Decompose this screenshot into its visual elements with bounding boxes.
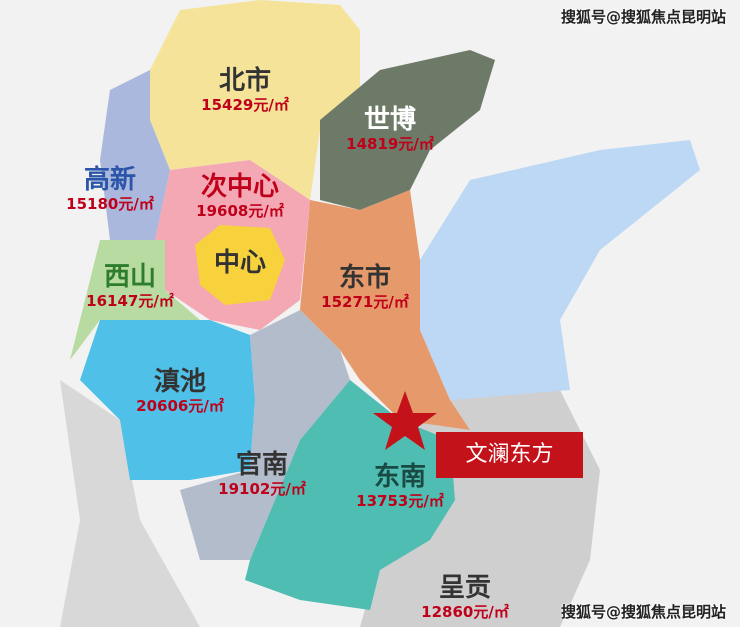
- watermark: 搜狐号@搜狐焦点昆明站: [560, 603, 726, 621]
- region-outer-west: [60, 380, 200, 627]
- region-gaoxin: [100, 70, 170, 240]
- watermark: 搜狐号@搜狐焦点昆明站: [560, 8, 726, 26]
- district-label-zhongxin: 中心: [213, 248, 267, 278]
- project-label: 文澜东方: [436, 432, 583, 478]
- district-label-chenggong: 呈贡 12860元/㎡: [421, 573, 509, 621]
- region-xishan: [70, 240, 200, 360]
- district-label-xishan: 西山 16147元/㎡: [86, 262, 174, 310]
- star-icon: [373, 391, 437, 450]
- district-label-cizhongxin: 次中心 19608元/㎡: [196, 172, 284, 220]
- lake: [420, 140, 700, 400]
- district-label-dongnan: 东南 13753元/㎡: [356, 462, 444, 510]
- region-guannan: [180, 310, 350, 560]
- region-beishi: [150, 0, 360, 200]
- region-shibo: [320, 50, 495, 210]
- district-label-guannan: 官南 19102元/㎡: [218, 450, 306, 498]
- district-label-dianchi: 滇池 20606元/㎡: [136, 367, 224, 415]
- region-dongshi: [300, 190, 470, 430]
- district-label-shibo: 世博 14819元/㎡: [346, 105, 434, 153]
- region-dianchi: [80, 320, 255, 480]
- region-zhongxin: [195, 225, 285, 305]
- district-label-beishi: 北市 15429元/㎡: [201, 66, 289, 114]
- district-label-dongshi: 东市 15271元/㎡: [321, 263, 409, 311]
- district-label-gaoxin: 高新 15180元/㎡: [66, 165, 154, 213]
